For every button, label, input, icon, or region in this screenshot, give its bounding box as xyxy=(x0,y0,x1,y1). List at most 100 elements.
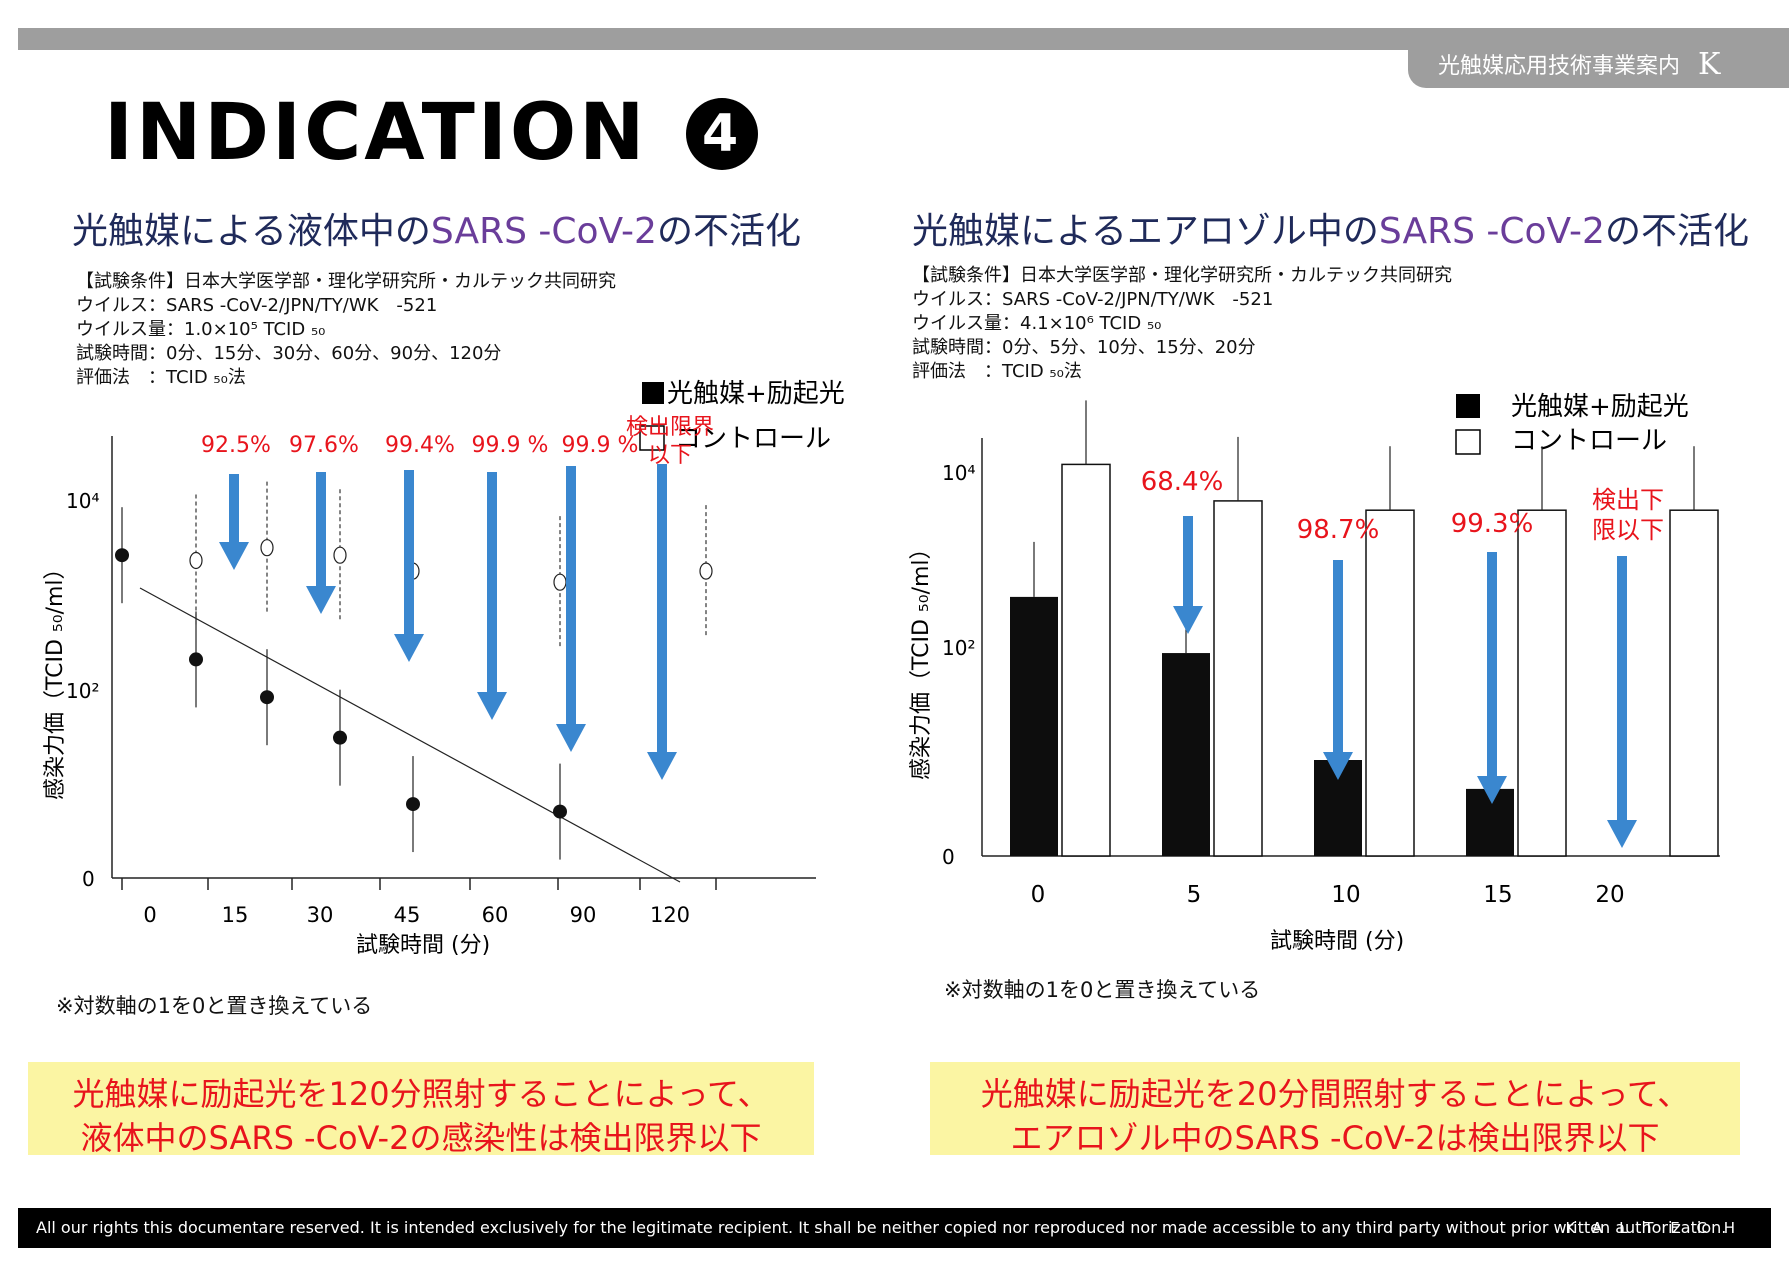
footer-bar: All our rights this documentare reserved… xyxy=(18,1208,1771,1248)
y-tick-label: 0 xyxy=(942,845,955,869)
legend-label-photo: 光触媒+励起光 xyxy=(1511,392,1689,422)
result-line: 光触媒に励起光を20分間照射することによって、 xyxy=(980,1075,1690,1113)
data-point-photo xyxy=(333,730,347,745)
reduction-label: 99.9 % xyxy=(472,433,549,458)
legend-label-control: コントロール xyxy=(1511,426,1667,456)
condition-line: ウイルス量：1.0×10⁵ TCID ₅₀ xyxy=(76,319,326,340)
data-point-photo xyxy=(406,797,420,812)
x-tick-label: 20 xyxy=(1595,882,1624,908)
condition-line: 【試験条件】日本大学医学部・理化学研究所・カルテック共同研究 xyxy=(76,271,616,292)
left-section-title: 光触媒による液体中のSARS -CoV-2の不活化 xyxy=(72,211,801,252)
header-tag-text: 光触媒応用技術事業案内 xyxy=(1438,54,1681,79)
data-point-control xyxy=(553,573,567,591)
reduction-label: 検出限界 xyxy=(626,415,714,440)
page-title: INDICATION 4 xyxy=(104,88,758,178)
reduction-label: 68.4% xyxy=(1141,467,1224,497)
reduction-label: 98.7% xyxy=(1297,515,1380,545)
data-point-control xyxy=(260,539,274,557)
top-bar xyxy=(18,28,1789,50)
x-tick-label: 120 xyxy=(650,903,690,927)
x-tick-label: 30 xyxy=(307,903,334,927)
bar-photo xyxy=(1010,596,1058,856)
condition-line: 試験時間：0分、15分、30分、60分、90分、120分 xyxy=(76,343,502,364)
reduction-label: 92.5% xyxy=(201,433,271,458)
result-line: 光触媒に励起光を120分照射することによって、 xyxy=(72,1075,770,1113)
data-point-photo xyxy=(115,548,129,563)
reduction-label: 限以下 xyxy=(1592,516,1664,544)
reduction-label: 以下 xyxy=(648,443,692,468)
x-tick-label: 0 xyxy=(1031,882,1046,908)
trend-line xyxy=(139,587,681,883)
condition-line: ウイルス：SARS -CoV-2/JPN/TY/WK -521 xyxy=(76,295,438,316)
left-conditions: 【試験条件】日本大学医学部・理化学研究所・カルテック共同研究 ウイルス：SARS … xyxy=(76,270,616,390)
x-axis-label: 試験時間 (分) xyxy=(356,933,490,958)
bar-control xyxy=(1061,463,1111,857)
right-section-title: 光触媒によるエアロゾル中のSARS -CoV-2の不活化 xyxy=(912,211,1749,252)
reduction-label: 97.6% xyxy=(289,433,359,458)
legend-label-control: コントロール xyxy=(675,424,831,454)
data-point-photo xyxy=(189,652,203,667)
data-point-control xyxy=(333,546,347,564)
y-tick-label: 10² xyxy=(66,679,99,703)
x-tick-label: 15 xyxy=(222,903,249,927)
left-note: ※対数軸の1を0と置き換えている xyxy=(56,994,373,1018)
condition-line: 【試験条件】日本大学医学部・理化学研究所・カルテック共同研究 xyxy=(912,265,1452,286)
right-result-box: 光触媒に励起光を20分間照射することによって、 エアロゾル中のSARS -CoV-… xyxy=(930,1062,1740,1157)
x-axis-label: 試験時間 (分) xyxy=(1270,929,1404,954)
x-tick-label: 10 xyxy=(1331,882,1360,908)
right-note: ※対数軸の1を0と置き換えている xyxy=(944,978,1261,1002)
reduction-arrow-head xyxy=(306,586,336,614)
header-tag: 光触媒応用技術事業案内 K xyxy=(1408,40,1789,88)
legend-swatch-control xyxy=(639,425,665,451)
condition-line: ウイルス：SARS -CoV-2/JPN/TY/WK -521 xyxy=(912,289,1274,310)
y-tick-label: 10⁴ xyxy=(66,489,99,513)
condition-line: 試験時間：0分、5分、10分、15分、20分 xyxy=(912,337,1256,358)
y-tick-label: 0 xyxy=(82,867,95,891)
reduction-arrow-head xyxy=(394,634,424,662)
x-tick-label: 5 xyxy=(1187,882,1202,908)
y-axis-label: 感染力価（TCID ₅₀/ml） xyxy=(909,537,934,780)
bar-control xyxy=(1213,500,1263,857)
condition-line: 評価法 ：TCID ₅₀法 xyxy=(76,367,246,388)
reduction-arrow-head xyxy=(1323,752,1353,780)
bar-control xyxy=(1669,509,1719,857)
legend-label-photo: 光触媒+励起光 xyxy=(667,379,845,409)
y-axis-label: 感染力価（TCID ₅₀/ml） xyxy=(43,557,68,800)
left-chart: 光触媒+励起光 コントロール 0 15 30 45 60 90 120 10⁴ 10² 0 … xyxy=(43,379,845,958)
result-line: 液体中のSARS -CoV-2の感染性は検出限界以下 xyxy=(80,1119,762,1157)
reduction-arrow-head xyxy=(477,692,507,720)
reduction-label: 99.4% xyxy=(385,433,455,458)
right-conditions: 【試験条件】日本大学医学部・理化学研究所・カルテック共同研究 ウイルス：SARS … xyxy=(912,264,1452,384)
bar-photo xyxy=(1162,653,1210,856)
reduction-arrow-head xyxy=(1477,776,1507,804)
result-line: エアロゾル中のSARS -CoV-2は検出限界以下 xyxy=(1010,1119,1660,1157)
reduction-label: 99.3% xyxy=(1451,509,1534,539)
x-tick-label: 60 xyxy=(482,903,509,927)
y-tick-label: 10² xyxy=(942,636,975,660)
y-tick-label: 10⁴ xyxy=(942,461,975,485)
x-tick-label: 0 xyxy=(143,903,156,927)
reduction-arrow-head xyxy=(556,724,586,752)
data-point-photo xyxy=(260,690,274,705)
right-chart: 光触媒+励起光 コントロール 10⁴ 10² 0 感染力価（TCID ₅₀/ml… xyxy=(909,392,1720,954)
reduction-arrow-head xyxy=(1607,820,1637,848)
legend-swatch-photo xyxy=(642,382,664,404)
bar-control xyxy=(1365,509,1415,857)
data-point-photo xyxy=(553,804,567,819)
reduction-label: 99.9 % xyxy=(562,433,639,458)
reduction-arrow-head xyxy=(647,752,677,780)
legend-swatch-control xyxy=(1455,429,1481,455)
reduction-label: 検出下 xyxy=(1592,486,1664,514)
legend-swatch-photo xyxy=(1456,394,1480,418)
x-tick-label: 45 xyxy=(394,903,421,927)
reduction-arrow-head xyxy=(1173,606,1203,634)
left-result-box: 光触媒に励起光を120分照射することによって、 液体中のSARS -CoV-2の感… xyxy=(28,1062,814,1157)
footer-copyright: All our rights this documentare reserved… xyxy=(36,1218,1727,1237)
page-number-badge: 4 xyxy=(685,98,758,170)
data-point-control xyxy=(189,551,203,570)
x-tick-label: 15 xyxy=(1483,882,1512,908)
bar-control xyxy=(1517,509,1567,857)
condition-line: 評価法 ：TCID ₅₀法 xyxy=(912,361,1082,382)
reduction-arrow-head xyxy=(219,542,249,570)
x-tick-label: 90 xyxy=(570,903,597,927)
